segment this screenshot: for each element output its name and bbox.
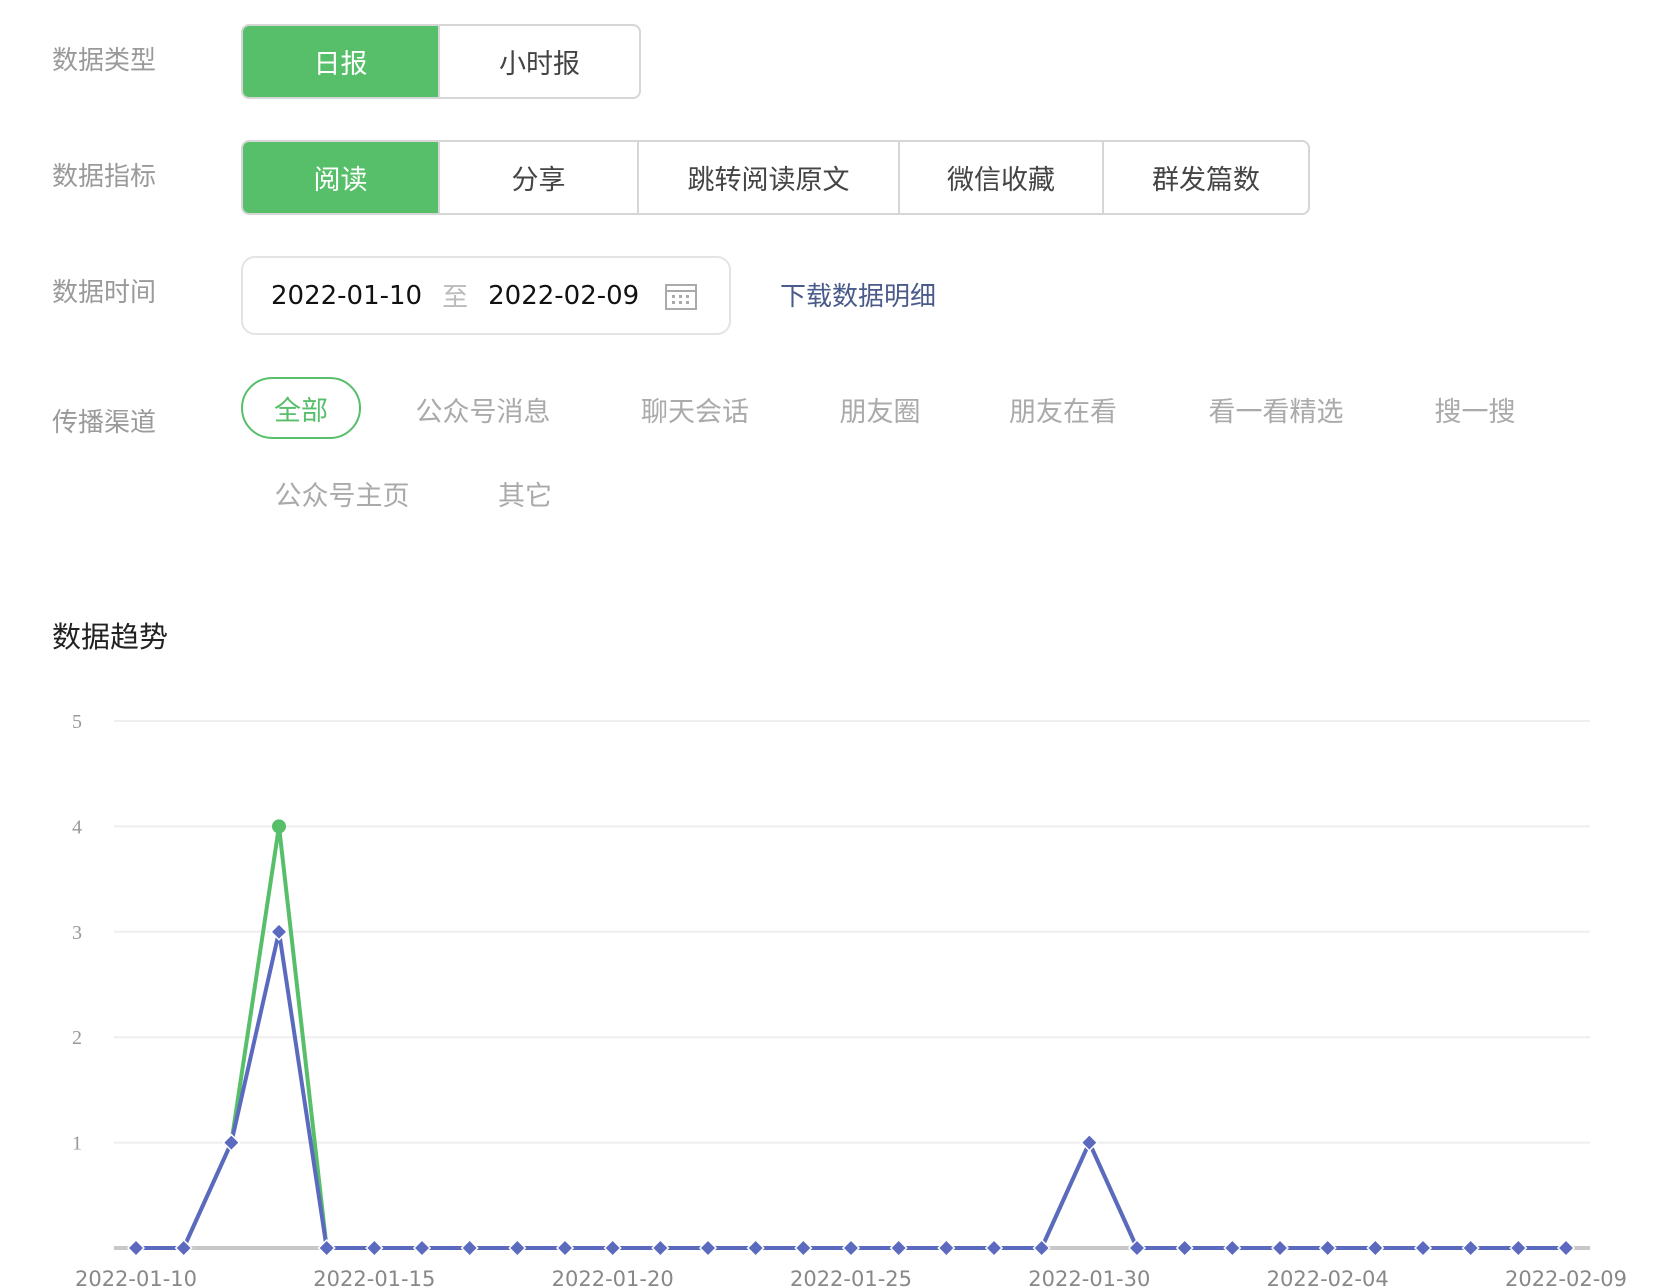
- x-tick-label: 2022-01-20: [552, 1267, 674, 1288]
- date-separator: 至: [442, 283, 469, 313]
- data-point: [1127, 1238, 1147, 1258]
- data-point: [746, 1238, 765, 1258]
- start-date: 2022-01-10: [271, 280, 423, 311]
- data-point: [1318, 1238, 1337, 1258]
- y-tick-label: 1: [72, 1133, 82, 1155]
- data-point: [269, 922, 289, 941]
- channel-top-stories[interactable]: 看一看精选: [1208, 397, 1344, 428]
- data-point: [1032, 1238, 1051, 1258]
- data-metric-segment: 阅读 分享 跳转阅读原文 微信收藏 群发篇数: [241, 140, 1310, 215]
- series-line-1: [136, 929, 1566, 1250]
- data-point: [126, 1238, 146, 1258]
- data-point: [651, 1238, 670, 1258]
- data-point: [841, 1238, 861, 1258]
- data-point: [1270, 1238, 1290, 1258]
- data-point: [794, 1238, 813, 1258]
- option-daily[interactable]: 日报: [243, 26, 440, 97]
- data-point: [1175, 1238, 1194, 1258]
- data-point: [1080, 1133, 1099, 1152]
- data-point: [1556, 1238, 1576, 1258]
- channel-homepage[interactable]: 公众号主页: [274, 481, 410, 512]
- data-point: [889, 1238, 908, 1258]
- data-point: [272, 819, 286, 834]
- data-point: [460, 1238, 479, 1258]
- y-tick-label: 2: [72, 1027, 82, 1049]
- x-tick-label: 2022-01-10: [75, 1267, 197, 1288]
- section-title: 数据趋势: [52, 620, 169, 654]
- data-point: [222, 1133, 241, 1152]
- data-point: [1413, 1238, 1433, 1258]
- data-point: [698, 1238, 718, 1258]
- metric-read[interactable]: 阅读: [243, 142, 440, 213]
- data-point: [317, 1238, 336, 1258]
- channel-official-message[interactable]: 公众号消息: [415, 397, 551, 428]
- y-tick-label: 3: [72, 922, 82, 944]
- y-tick-label: 4: [72, 816, 82, 838]
- data-point: [555, 1238, 575, 1258]
- channel-all[interactable]: 全部: [241, 377, 361, 439]
- metric-share[interactable]: 分享: [440, 142, 639, 213]
- end-date: 2022-02-09: [488, 280, 640, 311]
- x-tick-label: 2022-02-09: [1505, 1267, 1627, 1288]
- data-time-label: 数据时间: [52, 278, 157, 308]
- data-point: [174, 1238, 193, 1258]
- option-hourly[interactable]: 小时报: [499, 49, 580, 80]
- data-point: [508, 1238, 527, 1258]
- channel-label: 传播渠道: [52, 408, 157, 438]
- calendar-icon: [665, 283, 698, 310]
- data-point: [1509, 1238, 1528, 1258]
- series-line-0: [136, 824, 1566, 1250]
- metric-read-original[interactable]: 跳转阅读原文: [639, 142, 900, 213]
- data-metric-label: 数据指标: [52, 162, 157, 192]
- download-detail-link[interactable]: 下载数据明细: [780, 282, 937, 312]
- channel-search[interactable]: 搜一搜: [1434, 397, 1516, 428]
- channel-friends-watching[interactable]: 朋友在看: [1009, 397, 1117, 428]
- channel-moments[interactable]: 朋友圈: [839, 397, 921, 428]
- data-type-label: 数据类型: [52, 46, 157, 76]
- metric-favorite[interactable]: 微信收藏: [900, 142, 1104, 213]
- data-type-segment: 日报 小时报: [241, 24, 641, 99]
- metric-posts[interactable]: 群发篇数: [1152, 165, 1260, 196]
- data-point: [1223, 1238, 1242, 1258]
- x-tick-label: 2022-01-15: [313, 1267, 435, 1288]
- data-point: [984, 1238, 1004, 1258]
- data-point: [1366, 1238, 1385, 1258]
- data-point: [603, 1238, 622, 1258]
- x-tick-label: 2022-01-25: [790, 1267, 912, 1288]
- y-tick-label: 5: [72, 711, 82, 733]
- data-point: [365, 1238, 384, 1258]
- data-point: [1461, 1238, 1480, 1258]
- x-tick-label: 2022-01-30: [1028, 1267, 1150, 1288]
- date-range-picker[interactable]: 2022-01-10 至 2022-02-09: [241, 256, 731, 335]
- x-tick-label: 2022-02-04: [1267, 1267, 1389, 1288]
- data-point: [412, 1238, 432, 1258]
- channel-other[interactable]: 其它: [498, 481, 552, 512]
- data-point: [937, 1238, 956, 1258]
- channel-chat[interactable]: 聊天会话: [641, 397, 749, 428]
